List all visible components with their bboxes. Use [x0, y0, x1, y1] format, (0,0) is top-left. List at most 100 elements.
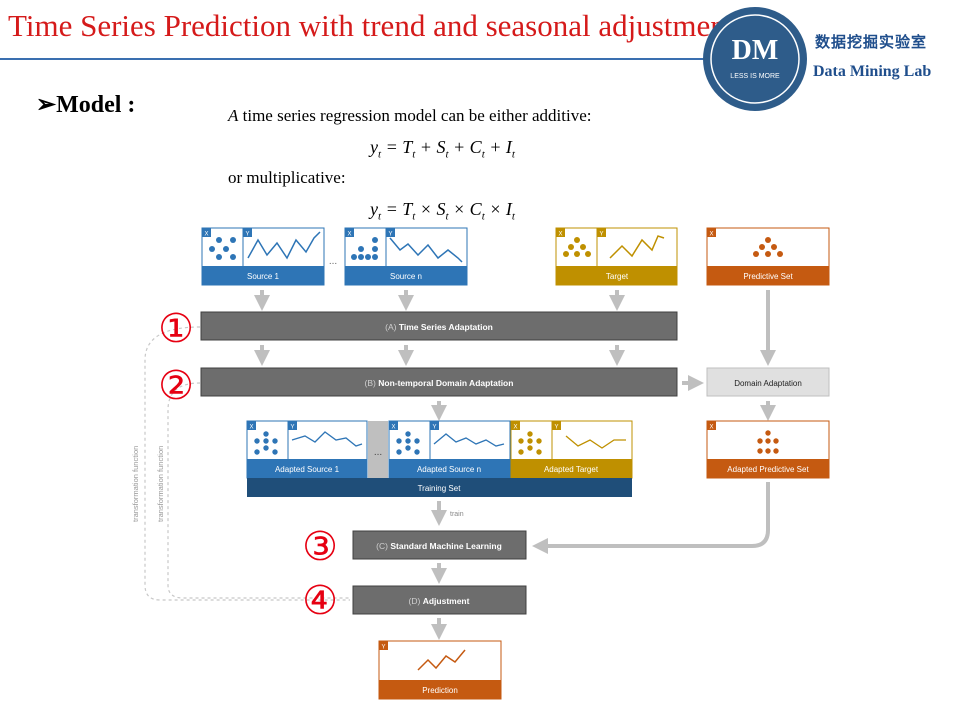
step-marker-2: ② [158, 363, 194, 409]
intro-italic: A [228, 106, 239, 125]
adapted-target-label: Adapted Target [544, 465, 599, 474]
eq-operator: × [448, 199, 470, 219]
eq-term: Tt [402, 199, 416, 223]
eq-term: yt [370, 199, 382, 223]
x-axis-tag: X [710, 232, 714, 238]
source-n-panel: X Y Source n [344, 227, 468, 286]
stage-a-box: (A) Time Series Adaptation [200, 311, 678, 341]
predictive-set-panel: X Predictive Set [706, 227, 830, 286]
slide-title: Time Series Prediction with trend and se… [8, 8, 735, 43]
line-chart-icon [609, 235, 665, 259]
target-label: Target [606, 272, 629, 281]
adapted-source-n-panel: X Y Adapted Source n [388, 420, 511, 479]
scatter-dots-icon [757, 430, 779, 454]
line-chart-icon [389, 237, 463, 263]
eq-operator: + [448, 137, 470, 157]
eq-term: St [436, 137, 449, 161]
logo-ring [703, 7, 807, 111]
scatter-dots-icon [209, 237, 236, 260]
training-set-bar: Training Set [247, 478, 632, 497]
step-marker-4: ④ [302, 578, 338, 624]
y-axis-tag: Y [433, 425, 437, 431]
transformation-function-label-2: transformation function [156, 446, 165, 522]
stage-c-box: (C) Standard Machine Learning [352, 530, 527, 560]
x-axis-tag: X [348, 232, 352, 238]
eq-subscript: t [412, 210, 416, 223]
dm-lab-logo: DM LESS IS MORE [703, 7, 807, 111]
domain-adaptation-box: Domain Adaptation [706, 367, 830, 397]
eq-term: It [505, 199, 515, 223]
logo-motto: LESS IS MORE [730, 73, 780, 80]
eq-operator: × [415, 199, 437, 219]
logo-monogram: DM [732, 35, 779, 66]
eq-subscript: t [378, 148, 382, 161]
eq-subscript: t [378, 210, 382, 223]
y-axis-tag: Y [555, 425, 559, 431]
step-marker-1: ① [158, 306, 194, 352]
model-heading-text: Model : [56, 92, 136, 118]
domain-adaptation-label: Domain Adaptation [734, 379, 802, 388]
sources-ellipsis: ... [329, 256, 337, 267]
eq-operator: + [484, 137, 506, 157]
scatter-dots-icon [351, 237, 378, 260]
scatter-dots-icon [396, 431, 420, 455]
arrows-into-stage-a [254, 290, 625, 311]
scatter-dots-icon [518, 431, 542, 455]
eq-term: St [436, 199, 449, 223]
stage-a-label: (A) Time Series Adaptation [385, 322, 493, 332]
x-axis-tag: X [710, 425, 714, 431]
line-chart-icon [433, 433, 505, 447]
y-axis-tag: Y [600, 232, 604, 238]
y-axis-tag: Y [382, 645, 386, 651]
arrow-bullet-icon: ➢ [36, 92, 57, 118]
scatter-dots-icon [254, 431, 278, 455]
eq-operator: × [484, 199, 506, 219]
ellipsis-spacer [368, 421, 388, 478]
prediction-label: Prediction [422, 686, 458, 695]
eq-term: Tt [402, 137, 416, 161]
line-chart-icon [291, 431, 363, 447]
stage-c-label: (C) Standard Machine Learning [376, 541, 502, 551]
eq-operator: = [381, 199, 403, 219]
or-multiplicative-text: or multiplicative: [228, 168, 346, 187]
intro-rest: time series regression model can be eith… [238, 106, 592, 125]
eq-term: Ct [469, 137, 485, 161]
eq-operator: = [381, 137, 403, 157]
scatter-dots-icon [563, 237, 591, 257]
transformation-function-label-1: transformation function [131, 446, 140, 522]
adapted-predictive-set-label: Adapted Predictive Set [727, 465, 809, 474]
x-axis-tag: X [205, 232, 209, 238]
intro-sentence: A time series regression model can be ei… [228, 106, 592, 126]
eq-subscript: t [412, 148, 416, 161]
predictive-set-label: Predictive Set [743, 272, 793, 281]
line-chart-icon [417, 649, 466, 671]
target-panel: X Y Target [555, 227, 678, 286]
source-n-label: Source n [390, 272, 422, 281]
training-set-label: Training Set [418, 484, 462, 493]
source-1-panel: X Y Source 1 [201, 227, 325, 286]
eq-subscript: t [481, 210, 485, 223]
x-axis-tag: X [514, 425, 518, 431]
eq-subscript: t [511, 210, 515, 223]
eq-subscript: t [445, 148, 449, 161]
adapted-source-1-panel: X Y Adapted Source 1 [246, 420, 368, 479]
lab-name-chinese: 数据挖掘实验室 [815, 33, 928, 51]
scatter-dots-icon [753, 237, 783, 257]
eq-subscript: t [511, 148, 515, 161]
prediction-panel: Y Prediction [378, 640, 502, 700]
y-axis-tag: Y [389, 232, 393, 238]
y-axis-tag: Y [246, 232, 250, 238]
eq-term: Ct [469, 199, 485, 223]
model-heading: ➢Model : [36, 90, 135, 119]
train-label: train [450, 511, 464, 518]
equation-multiplicative: yt = Tt × St × Ct × It [370, 199, 515, 223]
eq-subscript: t [445, 210, 449, 223]
title-divider [0, 58, 800, 60]
eq-term: It [505, 137, 515, 161]
lab-name-english: Data Mining Lab [813, 63, 932, 80]
stage-b-label: (B) Non-temporal Domain Adaptation [365, 378, 514, 388]
adapted-source-n-label: Adapted Source n [417, 465, 481, 474]
x-axis-tag: X [559, 232, 563, 238]
x-axis-tag: X [392, 425, 396, 431]
